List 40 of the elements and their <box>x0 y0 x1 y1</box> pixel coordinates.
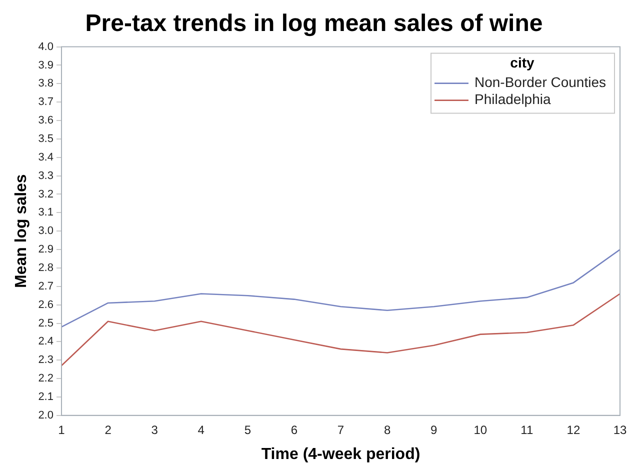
y-tick-label: 2.1 <box>38 391 54 403</box>
y-tick-label: 3.5 <box>38 132 54 145</box>
x-tick-label: 4 <box>198 422 205 437</box>
y-tick-label: 3.2 <box>38 188 54 200</box>
y-tick-label: 2.5 <box>38 317 54 330</box>
x-tick-label: 3 <box>151 422 158 437</box>
chart-title: Pre-tax trends in log mean sales of wine <box>85 10 543 38</box>
x-tick-label: 7 <box>337 422 344 437</box>
x-tick-label: 11 <box>520 422 534 437</box>
y-tick-label: 3.6 <box>38 114 54 127</box>
y-tick-label: 3.4 <box>38 151 54 164</box>
y-tick-label: 3.0 <box>38 225 54 238</box>
x-tick-label: 5 <box>244 422 252 437</box>
y-tick-label: 2.0 <box>38 409 54 422</box>
y-tick-label: 2.6 <box>38 298 54 311</box>
legend-label: Philadelphia <box>474 91 551 108</box>
x-tick-label: 10 <box>474 422 488 437</box>
y-tick-label: 2.2 <box>38 372 54 385</box>
x-tick-label: 8 <box>384 422 391 437</box>
y-tick-label: 2.8 <box>38 262 54 274</box>
x-axis-title: Time (4-week period) <box>261 446 420 463</box>
x-tick-label: 9 <box>430 422 438 437</box>
x-tick-label: 2 <box>104 422 112 437</box>
x-tick-label: 1 <box>58 422 66 437</box>
x-tick-label: 12 <box>566 422 580 437</box>
x-tick-label: 13 <box>613 422 627 437</box>
legend-label: Non-Border Counties <box>474 74 606 90</box>
y-tick-label: 3.9 <box>38 59 54 72</box>
y-axis-title: Mean log sales <box>13 174 30 288</box>
y-tick-label: 2.4 <box>38 336 54 348</box>
x-tick-label: 6 <box>290 422 298 437</box>
y-tick-label: 2.9 <box>38 244 54 256</box>
y-tick-label: 3.3 <box>38 170 54 182</box>
y-tick-label: 4.0 <box>38 40 54 53</box>
y-tick-label: 3.1 <box>38 206 54 219</box>
y-tick-label: 2.3 <box>38 354 54 366</box>
y-tick-label: 3.8 <box>38 78 54 90</box>
y-tick-label: 2.7 <box>38 280 54 292</box>
legend-title: city <box>510 54 535 71</box>
y-tick-label: 3.7 <box>38 96 54 108</box>
